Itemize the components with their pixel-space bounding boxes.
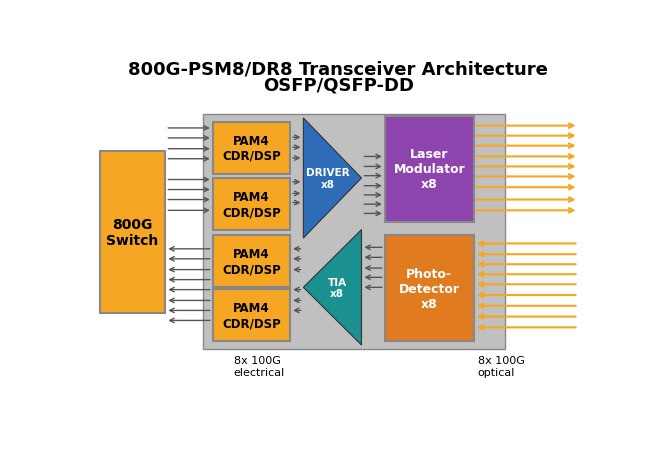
Text: 8x 100G
electrical: 8x 100G electrical: [234, 355, 285, 377]
Bar: [213, 235, 290, 288]
Text: PAM4
CDR/DSP: PAM4 CDR/DSP: [222, 191, 280, 219]
Text: PAM4
CDR/DSP: PAM4 CDR/DSP: [222, 248, 280, 276]
Bar: [213, 289, 290, 341]
Bar: [203, 115, 505, 349]
Bar: [100, 152, 166, 313]
Text: 8x 100G
optical: 8x 100G optical: [478, 355, 525, 377]
Text: OSFP/QSFP-DD: OSFP/QSFP-DD: [263, 76, 414, 94]
Text: 800G-PSM8/DR8 Transceiver Architecture: 800G-PSM8/DR8 Transceiver Architecture: [128, 60, 548, 78]
Polygon shape: [304, 119, 362, 239]
Text: Photo-
Detector
x8: Photo- Detector x8: [399, 267, 460, 310]
Bar: [385, 235, 474, 341]
Text: TIA
x8: TIA x8: [327, 277, 347, 299]
Text: PAM4
CDR/DSP: PAM4 CDR/DSP: [222, 135, 280, 163]
Text: Laser
Modulator
x8: Laser Modulator x8: [393, 148, 465, 191]
Polygon shape: [304, 230, 362, 345]
Text: PAM4
CDR/DSP: PAM4 CDR/DSP: [222, 301, 280, 329]
Text: 800G
Switch: 800G Switch: [106, 217, 158, 248]
Text: DRIVER
x8: DRIVER x8: [306, 168, 350, 189]
Bar: [213, 123, 290, 175]
Bar: [213, 179, 290, 231]
Bar: [385, 116, 474, 222]
